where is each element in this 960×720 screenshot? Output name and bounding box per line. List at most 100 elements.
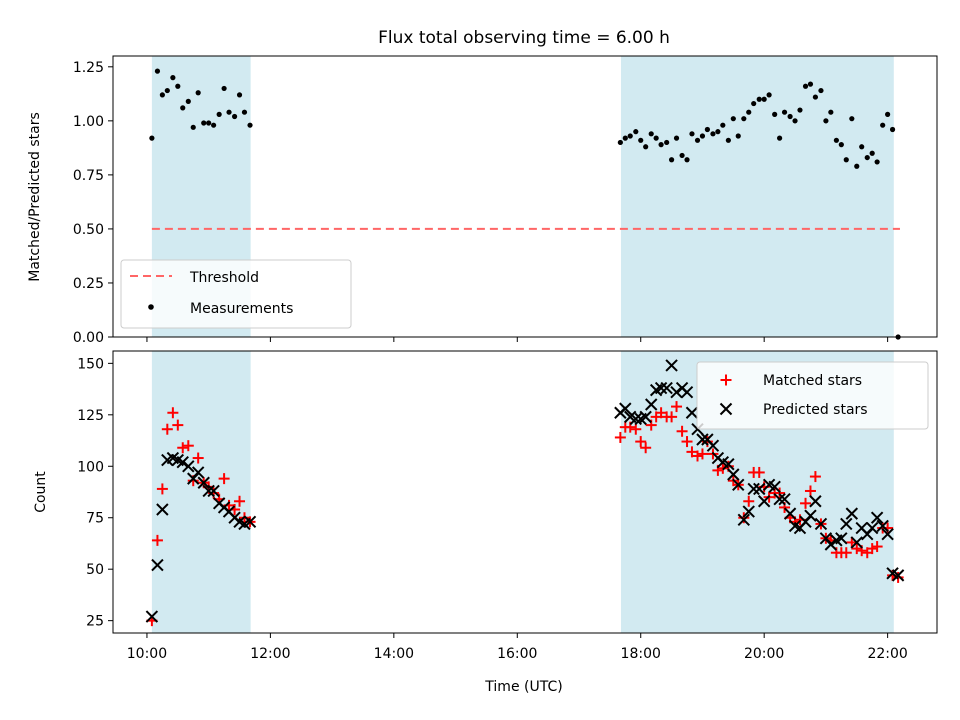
predicted-star-point	[891, 569, 905, 582]
measurement-point	[833, 137, 839, 143]
measurement-point	[854, 163, 860, 169]
matched-star-point	[717, 462, 729, 474]
measurement-point	[221, 85, 227, 92]
measurement-point	[761, 96, 767, 102]
matched-star-point	[800, 497, 812, 509]
predicted-star-point	[665, 359, 678, 372]
measurement-point	[746, 109, 752, 115]
predicted-star-point	[197, 476, 210, 489]
y-tick-label: 0.25	[73, 276, 104, 292]
measurement-point	[170, 75, 176, 81]
marker-stroke	[835, 532, 848, 545]
predicted-star-point	[870, 511, 884, 524]
marker-stroke	[222, 505, 236, 518]
measurement-point	[812, 94, 819, 100]
marker-stroke	[870, 511, 884, 524]
measurement-point	[149, 135, 155, 141]
predicted-star-point	[804, 509, 817, 522]
predicted-star-point	[757, 495, 771, 508]
measurement-point	[885, 111, 891, 117]
marker-stroke	[732, 478, 745, 492]
matched-star-point	[774, 487, 786, 499]
predicted-star-point	[176, 455, 189, 469]
predicted-star-point	[706, 439, 720, 452]
measurement-point	[781, 109, 788, 115]
marker-stroke	[645, 398, 658, 411]
predicted-star-point	[182, 460, 195, 473]
matched-star-point	[809, 471, 821, 483]
measurement-point	[236, 92, 243, 98]
matched-star-point	[614, 431, 626, 443]
bottom-legend: Matched stars Predicted stars	[696, 361, 929, 430]
marker-stroke	[788, 519, 802, 533]
marker-stroke	[824, 538, 838, 551]
measurement-point	[226, 109, 232, 115]
y-tick-label: 150	[77, 356, 104, 372]
measurement-point	[849, 116, 855, 122]
measurement-point	[684, 157, 690, 163]
marker-stroke	[778, 492, 791, 506]
matched-star-point	[692, 450, 704, 462]
predicted-star-point	[850, 536, 863, 549]
measurement-point	[838, 142, 844, 148]
marker-stroke	[182, 460, 195, 473]
measurement-point	[241, 109, 248, 115]
predicted-star-point	[768, 480, 781, 494]
measurement-point	[159, 92, 165, 98]
measurement-point	[679, 152, 685, 159]
predicted-star-point	[145, 610, 159, 623]
measurement-point	[792, 118, 798, 124]
predicted-star-point	[814, 517, 828, 531]
marker-stroke	[624, 410, 637, 424]
measurement-point	[164, 87, 170, 94]
marker-stroke	[696, 433, 709, 446]
measurement-point	[195, 90, 201, 96]
marker-stroke	[660, 381, 673, 395]
marker-stroke	[855, 521, 868, 535]
y-tick-label: 50	[86, 562, 104, 578]
matched-star-point	[851, 543, 863, 555]
marker-stroke	[233, 515, 246, 529]
matched-star-point	[640, 442, 652, 454]
legend-predicted-label: Predicted stars	[763, 402, 868, 418]
measurement-point	[175, 83, 181, 89]
y-tick-label: 0.00	[73, 330, 104, 346]
marker-stroke	[191, 466, 205, 479]
bottom-panel-frame	[112, 350, 938, 634]
marker-stroke	[207, 484, 220, 498]
predicted-star-point	[685, 406, 699, 419]
marker-stroke	[151, 558, 164, 572]
y-tick-label: 1.25	[73, 60, 104, 76]
marker-stroke	[768, 480, 781, 494]
bottom-panel: 25 50 75 100 125 150 10:00 12:00 14:00 16:00 18:0…	[33, 350, 938, 695]
measurement-point	[231, 113, 238, 120]
predicted-star-point	[696, 433, 709, 446]
chart-title: Flux total observing time = 6.00 h	[378, 28, 670, 48]
top-panel-frame	[112, 55, 938, 338]
marker-stroke	[719, 402, 733, 416]
legend-matched-swatch	[720, 374, 732, 386]
measurement-point	[658, 142, 664, 148]
measurement-point	[216, 111, 222, 117]
predicted-star-point	[680, 385, 694, 399]
measurement-point	[247, 122, 253, 128]
measurement-point	[154, 68, 161, 74]
predicted-star-point	[645, 398, 658, 411]
predicted-star-point	[809, 495, 822, 508]
predicted-star-point	[881, 527, 894, 541]
y-tick-label: 25	[86, 614, 104, 630]
marker-stroke	[145, 610, 159, 623]
marker-stroke	[670, 385, 683, 399]
measurement-point	[889, 126, 896, 133]
y-tick-label: 125	[77, 408, 104, 424]
measurement-point	[823, 118, 829, 124]
marker-stroke	[727, 468, 740, 481]
measurement-point	[735, 133, 741, 139]
matched-star-point	[671, 401, 683, 413]
measurement-point	[699, 133, 706, 139]
matched-star-point	[871, 541, 883, 553]
measurement-point	[673, 135, 680, 141]
marker-stroke	[747, 482, 760, 496]
marker-stroke	[665, 359, 678, 372]
measurement-point	[807, 81, 814, 87]
